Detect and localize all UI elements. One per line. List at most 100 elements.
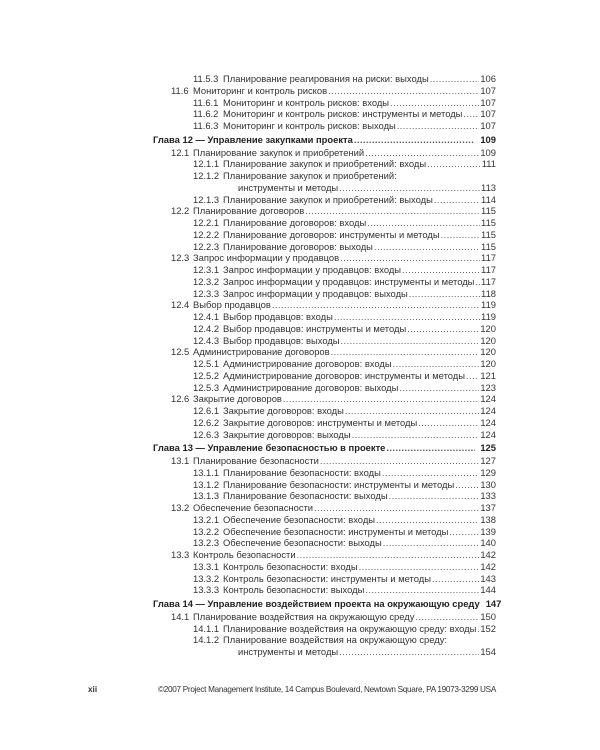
entry-page: 120 (480, 346, 496, 358)
entry-number: 12.2.2 (193, 228, 220, 240)
entry-title: Выбор продавцов (193, 299, 271, 311)
toc-entry[interactable]: 11.6.3 Мониторинг и контроль рисков: выхо… (153, 120, 496, 132)
dot-leader (409, 288, 480, 300)
dot-leader (283, 393, 479, 405)
dot-leader (432, 573, 479, 585)
entry-number: 11.6 (171, 84, 189, 96)
dot-leader (345, 405, 479, 417)
entry-number: 12.1.3 (193, 193, 220, 205)
toc-chapter-entry[interactable]: Глава 12 — Управление закупками проекта 1… (153, 134, 496, 146)
toc-entry[interactable]: 14.1.2 Планирование воздействия на окружа… (153, 634, 496, 646)
entry-number: 12.3.3 (193, 287, 220, 299)
entry-page: 120 (480, 322, 496, 334)
entry-page: 124 (480, 393, 496, 405)
entry-page: 142 (480, 549, 496, 560)
entry-title: Планирование закупок и приобретений (193, 146, 365, 158)
dot-leader (399, 382, 479, 394)
entry-title: Выбор продавцов: входы (223, 311, 333, 322)
entry-page: 124 (480, 416, 496, 428)
toc-entry[interactable]: 12.2.2 Планирование договоров: инструмент… (153, 229, 496, 241)
toc-entry[interactable]: 12.3.3 Запрос информации у продавцов: вых… (153, 288, 496, 300)
toc-entry[interactable]: 14.1.1 Планирование воздействия на окружа… (153, 623, 496, 635)
entry-title: Контроль безопасности (193, 549, 296, 560)
entry-title: Планирование закупок и приобретений: вхо… (223, 158, 427, 170)
toc-entry[interactable]: 13.2.2 Обеспечение безопасности: инструме… (153, 526, 496, 538)
toc-entry[interactable]: 12.1.1 Планирование закупок и приобретени… (153, 158, 496, 170)
entry-number: 14.1.1 (193, 622, 220, 634)
entry-title-continuation: инструменты и методы (238, 181, 339, 193)
toc-entry[interactable]: 11.6.1 Мониторинг и контроль рисков: вход… (153, 97, 496, 109)
entry-number: 11.6.2 (193, 108, 219, 120)
toc-entry[interactable]: 12.5.1 Администрирование договоров: входы… (153, 358, 496, 370)
toc-entry[interactable]: 12.6.2 Закрытие договоров: инструменты и … (153, 417, 496, 429)
entry-number: 12.5 (171, 346, 190, 358)
toc-entry[interactable]: 12.4.2 Выбор продавцов: инструменты и мет… (153, 323, 496, 335)
entry-page: 118 (481, 287, 496, 299)
entry-number: 12.4.3 (193, 334, 220, 346)
toc-chapter-entry[interactable]: Глава 13 — Управление безопасностью в пр… (153, 442, 496, 454)
dot-leader (328, 85, 479, 97)
entry-number: 12.2.3 (193, 240, 220, 252)
toc-entry[interactable]: 12.5.2 Администрирование договоров: инстр… (153, 370, 496, 382)
toc-entry[interactable]: 11.5.3 Планирование реагирования на риски… (153, 73, 496, 85)
toc-chapter-entry[interactable]: Глава 14 — Управление воздействием проек… (153, 598, 501, 610)
entry-page: 115 (481, 205, 496, 217)
entry-title: Выбор продавцов: выходы (223, 334, 340, 346)
page-number: xii (88, 685, 98, 694)
toc-entry[interactable]: 12.1.2 Планирование закупок и приобретени… (153, 170, 496, 182)
entry-number: 13.2.1 (193, 513, 220, 525)
toc-entry[interactable]: 11.6 Мониторинг и контроль рисков 107 (153, 85, 496, 97)
dot-leader (390, 97, 479, 109)
entry-title: Закрытие договоров: выходы (223, 428, 351, 440)
dot-leader (339, 182, 480, 194)
dot-leader (477, 623, 479, 635)
entry-page: 107 (480, 108, 496, 120)
toc-entry[interactable]: 13.1.2 Планирование безопасности: инструм… (153, 479, 496, 491)
entry-title: Планирование договоров: инструменты и ме… (223, 228, 440, 240)
toc-entry-continuation[interactable]: инструменты и методы 113 (153, 182, 496, 194)
toc-entry[interactable]: 11.6.2 Мониторинг и контроль рисков: инст… (153, 108, 496, 120)
entry-page: 120 (480, 334, 496, 346)
dot-leader (359, 561, 480, 573)
entry-title: Планирование воздействия на окружающую с… (193, 610, 415, 622)
entry-title: Обеспечение безопасности: инструменты и … (223, 525, 449, 537)
entry-number: 12.6 (171, 393, 190, 405)
toc-entry-continuation[interactable]: инструменты и методы 154 (153, 646, 496, 658)
entry-page: 152 (480, 622, 496, 634)
dot-leader (320, 455, 479, 467)
entry-title: Закрытие договоров (193, 393, 282, 405)
toc-entry[interactable]: 12.1.3 Планирование закупок и приобретени… (153, 194, 496, 206)
toc-entry[interactable]: 13.3.2 Контроль безопасности: инструменты… (153, 573, 496, 585)
toc-entry[interactable]: 12.3.2 Запрос информации у продавцов: инс… (153, 276, 496, 288)
entry-title: Мониторинг и контроль рисков: входы (223, 96, 390, 108)
dot-leader (427, 158, 481, 170)
toc-entry[interactable]: 14.1 Планирование воздействия на окружающ… (153, 611, 496, 623)
toc-entry[interactable]: 12.3.1 Запрос информации у продавцов: вхо… (153, 264, 496, 276)
entry-number: 12.3.2 (193, 275, 220, 287)
entry-title: Планирование безопасности: выходы (223, 490, 388, 502)
toc-entry[interactable]: 12.5.3 Администрирование договоров: выход… (153, 382, 496, 394)
entry-title: Запрос информации у продавцов: выходы (223, 287, 408, 299)
entry-number: 12.6.2 (193, 416, 220, 428)
